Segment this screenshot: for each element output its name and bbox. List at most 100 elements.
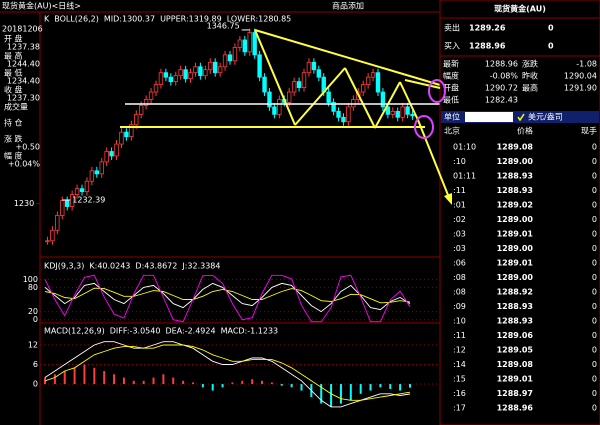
ticks-header: 现手 bbox=[581, 126, 597, 136]
candle bbox=[55, 215, 60, 231]
unit-option[interactable] bbox=[465, 112, 513, 122]
candle bbox=[138, 105, 144, 115]
y-tick-label: 1230 bbox=[14, 199, 34, 208]
tick-time: :06 bbox=[453, 259, 466, 268]
candle bbox=[237, 39, 243, 48]
info-value: 1234.40 bbox=[7, 77, 40, 86]
panel-header: KDJ(9,3,3) bbox=[44, 262, 84, 271]
tick-time: :01 bbox=[453, 201, 466, 210]
panel-header: LOWER:1280.85 bbox=[227, 15, 292, 24]
stat-label: 最低 bbox=[443, 95, 459, 105]
candle bbox=[124, 131, 129, 138]
candle bbox=[178, 69, 183, 77]
tick-price: 1289.02 bbox=[497, 201, 533, 210]
tick-time: :08 bbox=[453, 273, 466, 282]
panel-header: D:43.8672 bbox=[135, 262, 177, 271]
candle bbox=[242, 39, 247, 53]
stat-value: 1288.96 bbox=[485, 60, 518, 69]
stat-value: 1290.04 bbox=[564, 72, 597, 81]
trend-line bbox=[344, 67, 376, 129]
stat-value: -1.08 bbox=[576, 60, 597, 69]
candle bbox=[89, 170, 95, 182]
quote-label: 卖出 bbox=[444, 23, 460, 33]
tick-price: 1288.93 bbox=[497, 172, 533, 181]
panel-header: K:40.0243 bbox=[89, 262, 130, 271]
tick-volume: 0 bbox=[592, 389, 597, 398]
panel-header: DIFF:-3.0540 bbox=[110, 327, 161, 336]
panel-header: K bbox=[44, 15, 50, 24]
tick-price: 1289.05 bbox=[497, 346, 534, 355]
info-label: 最 低 bbox=[4, 68, 23, 78]
tick-price: 1288.97 bbox=[497, 389, 533, 398]
candle bbox=[208, 61, 213, 71]
candle bbox=[119, 131, 124, 145]
tick-price: 1288.93 bbox=[497, 317, 533, 326]
trend-line bbox=[404, 79, 441, 89]
tick-time: 01:11 bbox=[453, 172, 476, 181]
candle bbox=[331, 102, 336, 112]
stat-value: 1291.90 bbox=[564, 84, 597, 93]
info-value: 1237.38 bbox=[7, 43, 40, 52]
candle bbox=[217, 66, 223, 74]
panel-header: DEA:-2.4924 bbox=[165, 327, 215, 336]
tick-volume: 0 bbox=[592, 230, 597, 239]
info-label: 最 高 bbox=[4, 51, 23, 61]
candle bbox=[375, 72, 381, 93]
tick-price: 1289.01 bbox=[497, 230, 534, 239]
tick-time: :02 bbox=[453, 215, 466, 224]
info-value: 1237.30 bbox=[7, 94, 40, 103]
tick-volume: 0 bbox=[592, 360, 597, 369]
highlight-circle bbox=[428, 79, 446, 103]
candle bbox=[69, 194, 75, 207]
tick-time: :10 bbox=[453, 317, 466, 326]
tick-price: 1289.08 bbox=[497, 143, 534, 152]
candle bbox=[50, 229, 55, 242]
panel-title: 现货黄金(AU) bbox=[494, 4, 546, 14]
candle bbox=[232, 47, 238, 62]
candle bbox=[390, 110, 395, 115]
trend-line bbox=[254, 29, 296, 126]
toolbar-button: 商品添加 bbox=[332, 1, 364, 11]
tick-price: 1289.00 bbox=[497, 244, 534, 253]
candle bbox=[385, 106, 391, 115]
tick-price: 1288.93 bbox=[497, 302, 533, 311]
candle bbox=[134, 113, 139, 126]
candle bbox=[380, 91, 386, 108]
candle bbox=[203, 69, 208, 77]
candle bbox=[346, 106, 351, 123]
candle bbox=[222, 54, 228, 68]
tick-time: :16 bbox=[453, 389, 466, 398]
candle bbox=[405, 106, 410, 115]
quote-label: 买入 bbox=[444, 42, 460, 51]
info-value: 1244.40 bbox=[7, 60, 40, 69]
macd-line bbox=[44, 341, 411, 408]
tick-time: :14 bbox=[453, 360, 466, 369]
candle bbox=[109, 151, 114, 157]
right-panel bbox=[439, 0, 600, 425]
tick-volume: 0 bbox=[592, 317, 597, 326]
unit-label: 单位 bbox=[444, 112, 460, 122]
quote-qty: 0 bbox=[548, 24, 554, 33]
info-label: 收 盘 bbox=[4, 85, 23, 95]
y-tick-label: 0 bbox=[33, 315, 38, 324]
candle bbox=[252, 32, 257, 56]
tick-volume: 0 bbox=[592, 215, 597, 224]
tick-price: 1289.00 bbox=[497, 215, 534, 224]
candle bbox=[316, 69, 321, 78]
stat-label: 最高 bbox=[522, 83, 538, 93]
tick-volume: 0 bbox=[592, 273, 597, 282]
tick-time: :17 bbox=[453, 404, 466, 413]
panel-header: MID:1300.37 bbox=[104, 15, 155, 24]
tick-price: 1289.01 bbox=[497, 259, 534, 268]
tick-volume: 0 bbox=[592, 404, 597, 413]
unit-option-label: 元/克 bbox=[478, 113, 497, 122]
info-date: 20181206 bbox=[2, 25, 43, 34]
stat-label: 幅度 bbox=[443, 71, 459, 81]
candle bbox=[351, 99, 356, 108]
unit-option-label: 美元/盎司 bbox=[528, 112, 563, 122]
candle bbox=[326, 91, 331, 103]
panel-header: MACD(12,26,9) bbox=[44, 327, 105, 336]
tick-time: :03 bbox=[453, 230, 466, 239]
stat-value: 1290.72 bbox=[485, 84, 518, 93]
